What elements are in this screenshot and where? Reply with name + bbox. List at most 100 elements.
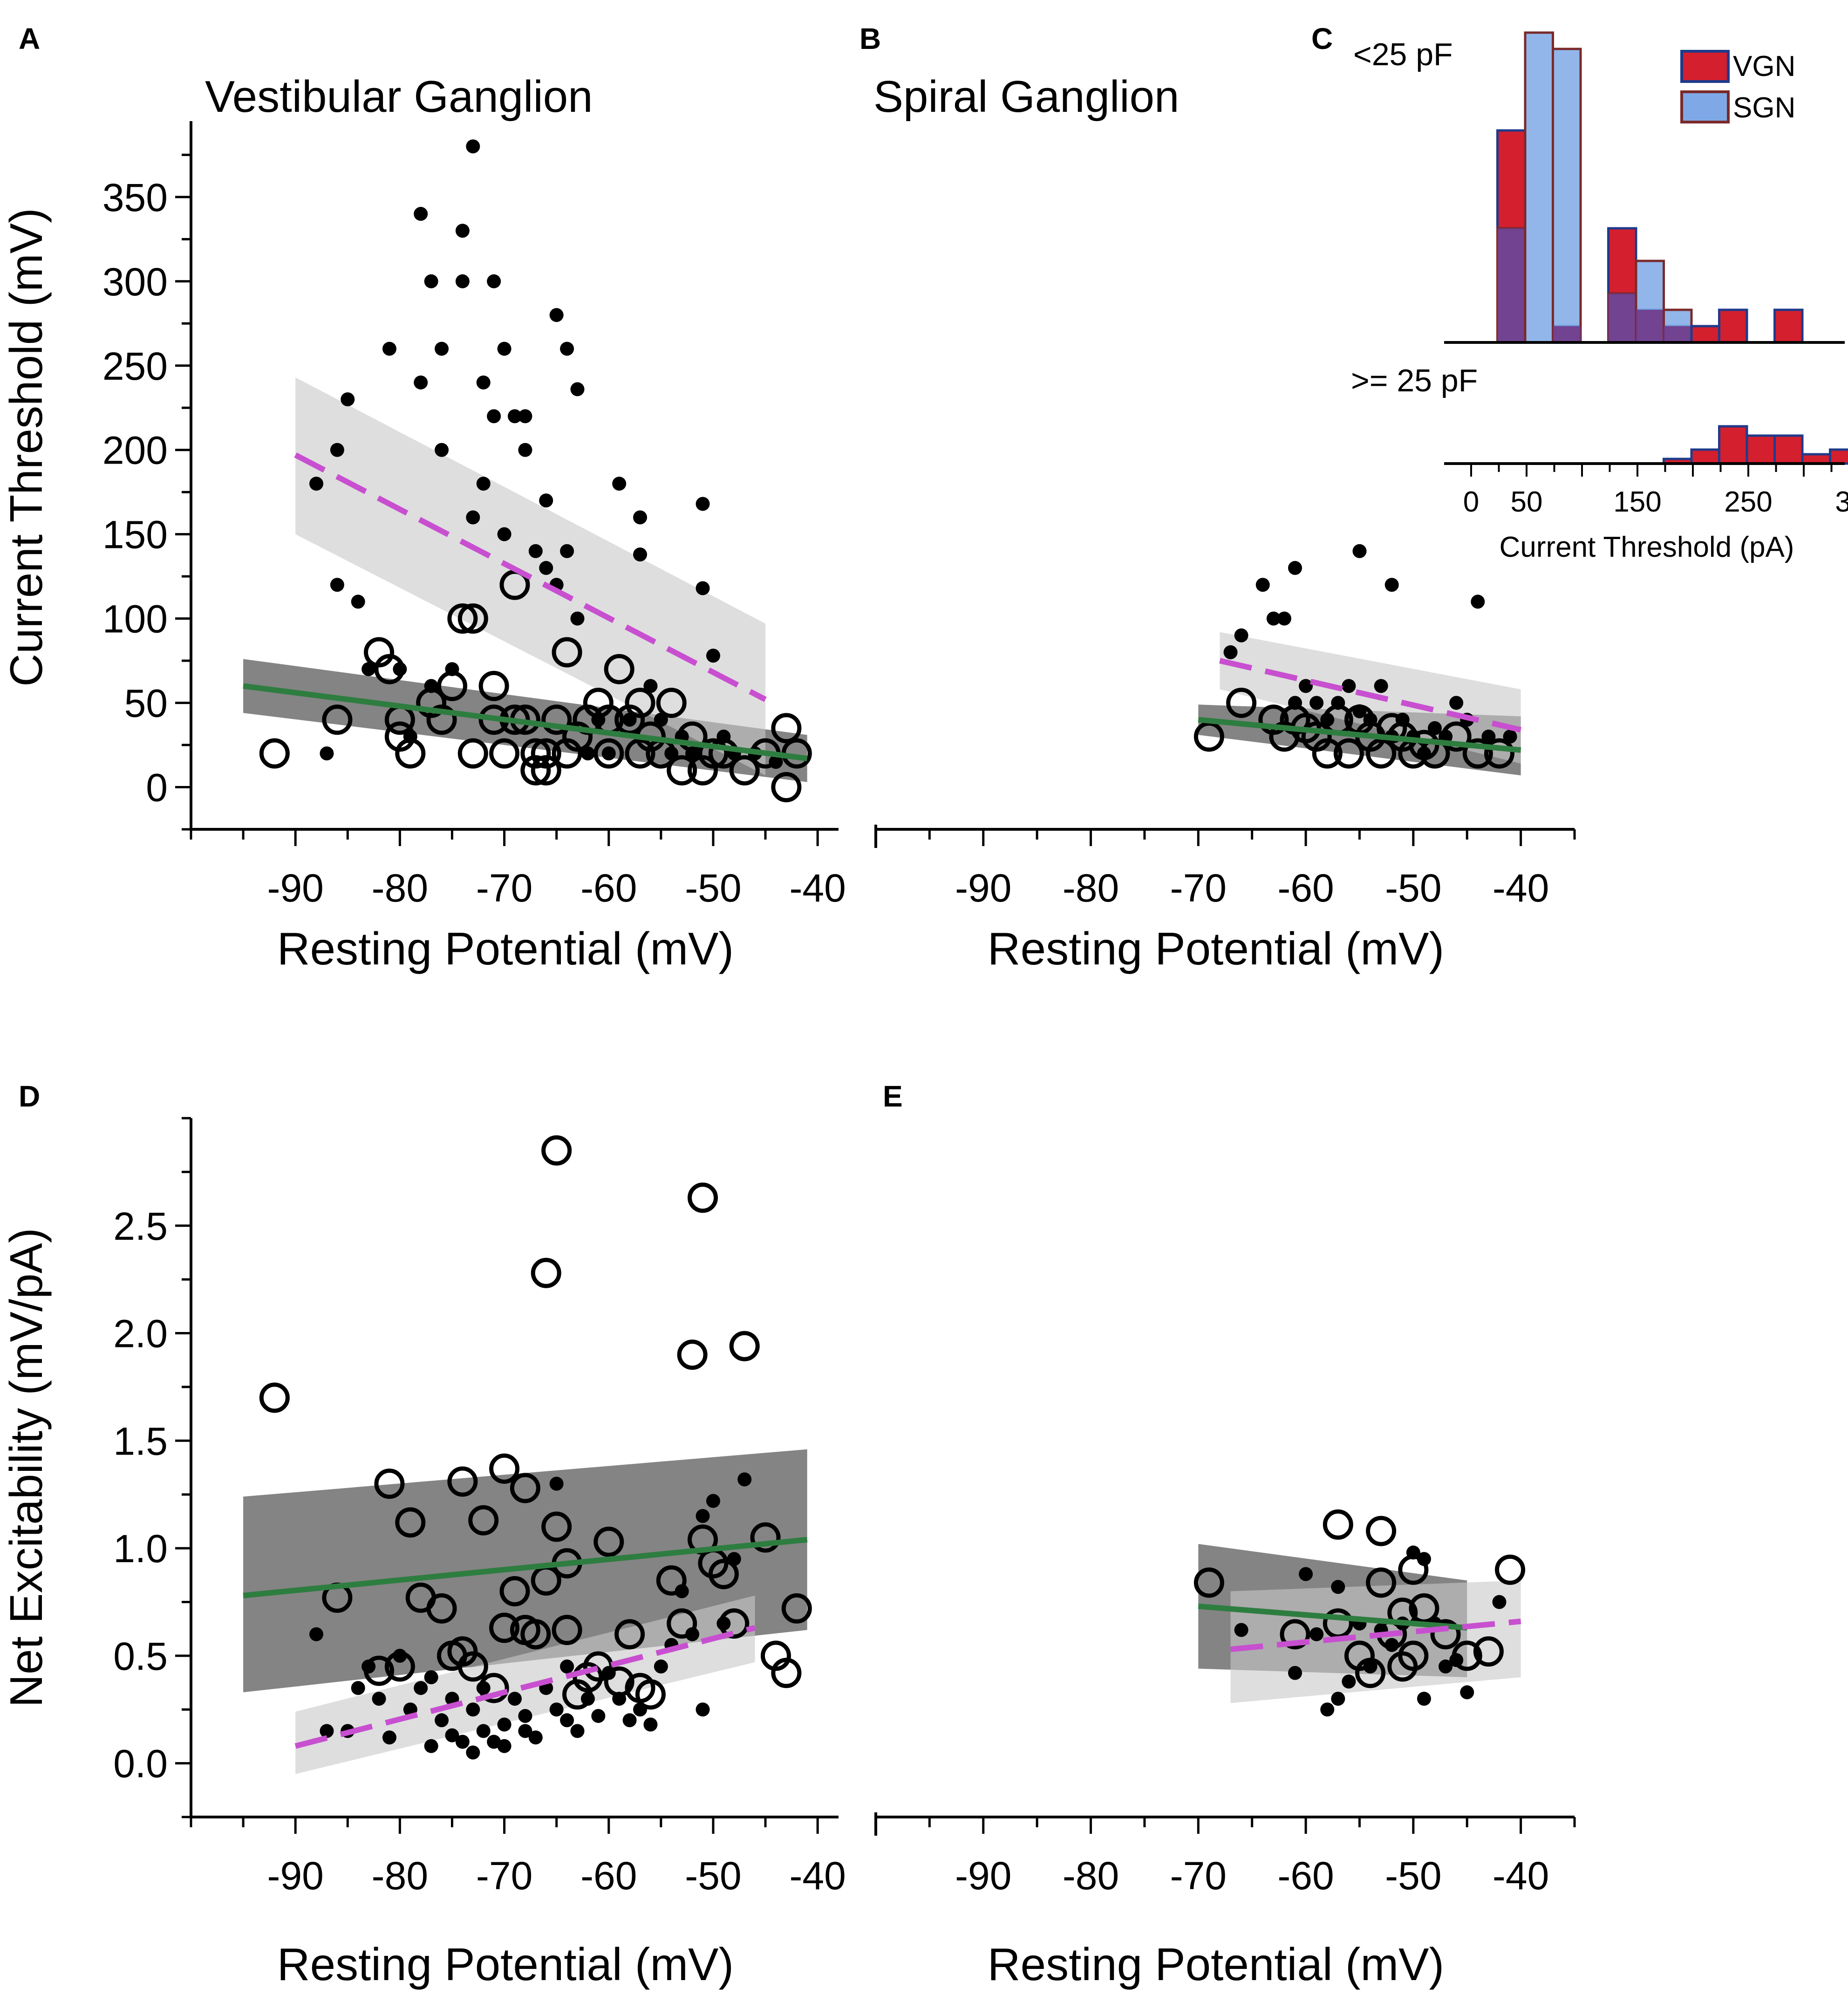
open-point [1280,1619,1310,1650]
x-tick-label: -70 [1170,866,1227,910]
filled-point [612,477,627,491]
filled-point [1460,1685,1474,1700]
y-tick-label: 2.5 [113,1204,168,1248]
open-point [552,1614,582,1645]
open-point [656,688,687,718]
open-point [593,738,624,769]
filled-point [435,443,449,457]
open-point [259,1382,290,1413]
fit-line-small [1198,717,1521,753]
filled-point [1449,696,1464,710]
open-point [604,1666,634,1697]
open-point [364,1655,395,1686]
y-tick-label: 0 [146,766,168,810]
open-point [1366,1567,1397,1598]
panel-label: D [19,1079,40,1113]
filled-point [476,1724,491,1738]
fit-line-large [294,452,767,702]
panel-title: Spiral Ganglion [873,72,1179,122]
open-point [395,1507,426,1538]
hist-tick-label: 350 [1835,486,1848,518]
filled-point [320,746,334,761]
vgn-bar [1690,325,1720,344]
filled-point [643,1717,658,1732]
filled-point [1342,1674,1356,1689]
y-tick-label: 250 [102,344,168,388]
open-point [436,670,467,701]
fit-line-large [1230,1619,1521,1652]
panel-D: D 0.0 0.5 1.0 1.5 2.0 2.5 -90 -80 -70 -60 -50 -40 Res… [0,1079,846,1990]
open-point [750,1522,781,1553]
x-tick-label: -90 [955,1854,1011,1898]
filled-point [424,1739,438,1753]
filled-point [560,342,574,356]
y-axis-label: Net Excitability (mV/pA) [0,1228,52,1707]
y-tick-label: 100 [102,597,168,641]
open-point [667,1608,697,1639]
filled-point [309,477,324,491]
vgn-bar [1746,434,1776,465]
filled-point [1428,721,1442,735]
filled-point [466,1745,480,1760]
open-point [478,1673,509,1703]
panel-label: E [883,1079,903,1113]
panel-E: E -90 -80 -70 -60 -50 -40 Resting Potential (mV… [874,1079,1576,1990]
sgn-bar [1552,48,1582,344]
open-point [531,1257,561,1288]
panel-label: B [859,22,881,55]
open-point [1333,738,1364,769]
open-point [771,1658,802,1688]
filled-point [476,375,491,389]
filled-point [560,544,574,558]
filled-point [1299,1567,1313,1581]
filled-point [549,308,564,322]
fit-line-small [243,683,808,761]
open-point [510,1473,540,1503]
open-point [489,1453,520,1484]
open-point [604,654,634,684]
filled-point [351,1681,365,1695]
x-tick-label: -60 [1277,866,1334,910]
filled-point [518,1724,532,1738]
panel-label: A [19,22,40,55]
open-point [667,755,697,786]
open-point [677,721,708,752]
filled-point [508,409,522,424]
open-point [1430,1619,1461,1650]
y-tick-label: 0.5 [113,1634,168,1678]
fit-line-small [243,1537,808,1599]
filled-point [424,1670,438,1684]
filled-point [1234,1623,1248,1637]
filled-point [696,1509,710,1523]
x-axis-label: Resting Potential (mV) [988,1939,1444,1990]
legend-swatch-vgn [1680,50,1730,83]
x-tick-label: -50 [1385,1854,1441,1898]
filled-point [497,1739,511,1753]
filled-point [341,392,355,407]
open-point [447,1636,478,1667]
filled-point [1234,628,1248,642]
open-point [1473,1636,1504,1667]
filled-point [696,497,710,511]
filled-point [570,382,585,396]
y-tick-label: 350 [102,176,168,219]
filled-point [696,581,710,595]
filled-point [508,1692,522,1706]
filled-point [591,1709,606,1723]
filled-point [737,1472,752,1487]
filled-point [330,578,344,592]
filled-point [539,561,553,575]
filled-point [518,409,532,424]
y-tick-label: 50 [124,682,168,725]
filled-point [549,1702,564,1717]
open-point [771,713,802,744]
open-point [1226,688,1257,718]
filled-point [497,342,511,356]
filled-point [528,544,543,558]
vgn-bar [1690,448,1720,465]
open-point [614,1619,645,1650]
open-point [541,1511,572,1542]
open-point [1462,738,1493,769]
filled-point [622,1713,637,1728]
fit-line-small [1198,1603,1467,1631]
